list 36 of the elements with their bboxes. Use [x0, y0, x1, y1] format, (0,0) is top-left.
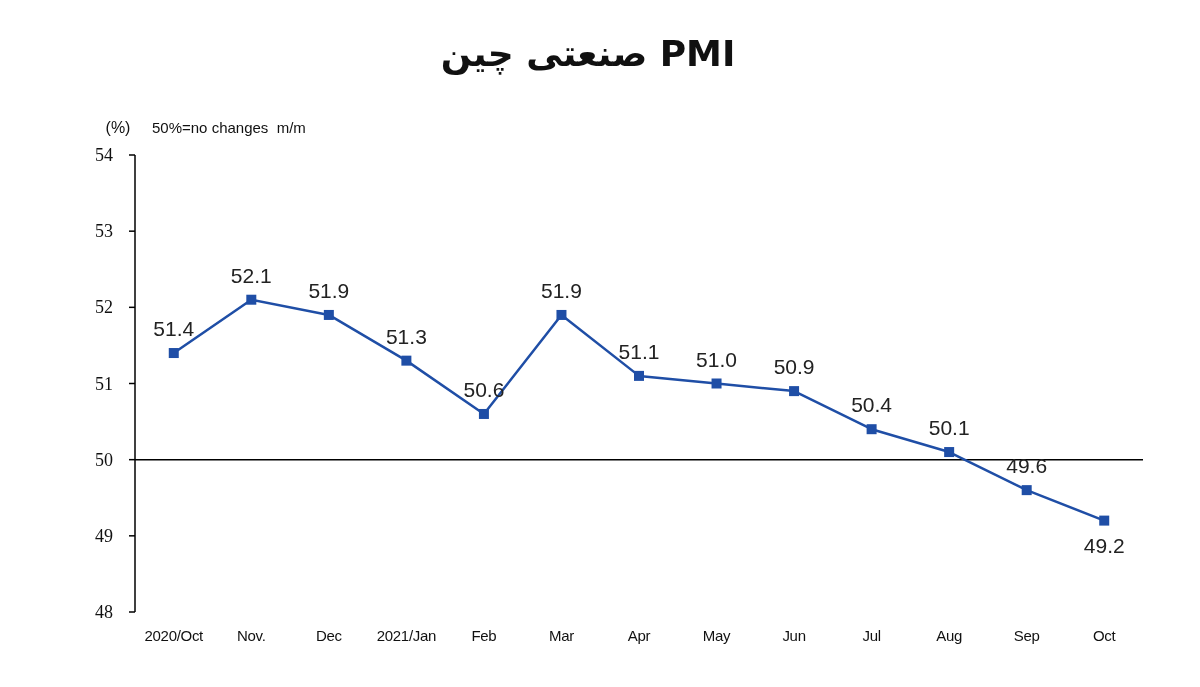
data-label: 50.9 [773, 355, 815, 379]
data-label: 51.9 [541, 278, 582, 302]
data-label: 51.3 [385, 324, 427, 348]
data-label: 50.6 [463, 377, 505, 401]
data-label: 50.1 [928, 416, 970, 440]
data-label: 51.9 [308, 278, 350, 302]
x-tick-label: Aug [936, 627, 963, 644]
data-label: 51.1 [618, 339, 660, 363]
x-tick-label: Jun [782, 627, 806, 644]
data-label: 49.6 [1006, 454, 1048, 478]
chart-title: PMI صنعتی چین [440, 33, 736, 75]
data-label: 51.0 [696, 347, 737, 371]
y-tick-label: 50 [95, 449, 113, 470]
y-tick-label: 53 [95, 221, 113, 242]
data-label: 52.1 [230, 263, 272, 287]
y-tick-label: 52 [95, 297, 113, 318]
x-tick-label: Nov. [237, 627, 266, 644]
x-tick-label: May [702, 627, 732, 644]
x-tick-label: Mar [548, 627, 575, 644]
y-axis-title: (%) [105, 119, 131, 136]
x-tick-label: Dec [315, 627, 343, 644]
data-label: 50.4 [851, 393, 893, 417]
x-tick-label: Oct [1093, 627, 1117, 644]
x-tick-label: 2021/Jan [376, 627, 437, 644]
x-tick-label: Jul [862, 627, 881, 644]
y-tick-label: 48 [95, 602, 113, 622]
x-tick-label: 2020/Oct [144, 627, 205, 644]
y-tick-label: 51 [95, 373, 113, 394]
x-tick-label: Feb [471, 627, 497, 644]
x-tick-label: Apr [627, 627, 651, 644]
data-label: 49.2 [1083, 533, 1125, 557]
y-tick-label: 54 [95, 145, 113, 165]
y-tick-label: 49 [95, 525, 113, 546]
text: 50%=no changes m/m [152, 119, 306, 136]
data-label: 51.4 [153, 317, 195, 341]
x-tick-label: Sep [1013, 627, 1040, 644]
